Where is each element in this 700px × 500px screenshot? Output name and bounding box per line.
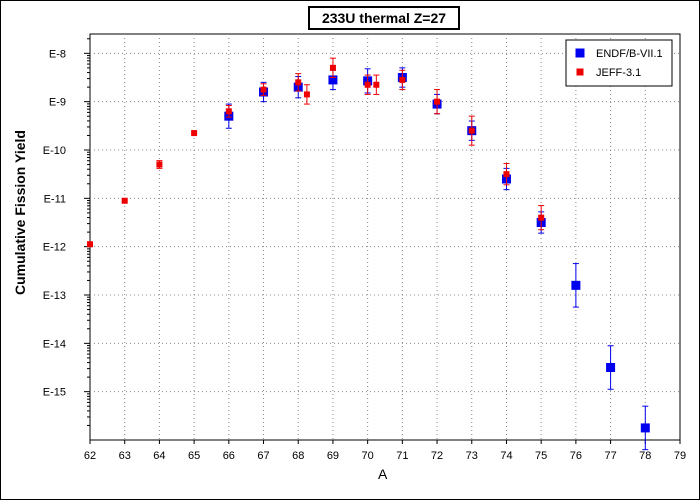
x-tick-label: 75 — [535, 450, 547, 462]
x-tick-label: 66 — [223, 450, 235, 462]
x-tick-label: 63 — [119, 450, 131, 462]
y-tick-label: E-10 — [43, 145, 66, 157]
legend-label: ENDF/B-VII.1 — [596, 48, 663, 60]
data-point — [329, 64, 336, 71]
legend-label: JEFF-3.1 — [596, 67, 641, 79]
plot-border — [89, 33, 681, 441]
y-tick-label: E-14 — [43, 338, 66, 350]
data-point — [225, 108, 232, 115]
chart-title: 233U thermal Z=27 — [308, 6, 460, 30]
data-point — [87, 241, 93, 248]
data-point — [399, 76, 406, 83]
x-tick-label: 76 — [570, 450, 582, 462]
x-tick-label: 64 — [153, 450, 165, 462]
y-tick-label: E-11 — [44, 193, 66, 205]
x-tick-label: 67 — [257, 450, 269, 462]
x-tick-label: 73 — [466, 450, 478, 462]
data-point — [606, 363, 616, 372]
x-tick-label: 79 — [674, 450, 686, 462]
data-point — [303, 91, 310, 98]
data-point — [503, 171, 510, 178]
y-tick-label: E-15 — [43, 387, 66, 399]
data-point — [121, 197, 128, 204]
y-tick-label: E-9 — [49, 97, 66, 109]
legend-marker — [576, 68, 584, 76]
x-tick-label: 62 — [84, 450, 96, 462]
legend-marker — [575, 48, 585, 58]
x-tick-label: 65 — [188, 450, 200, 462]
data-point — [468, 127, 475, 134]
y-tick-label: E-8 — [49, 48, 66, 60]
data-point — [328, 75, 338, 85]
legend-box — [565, 39, 673, 87]
y-tick-label: E-13 — [43, 290, 66, 302]
y-tick-label: E-12 — [43, 242, 66, 254]
data-point — [260, 86, 267, 93]
x-tick-label: 77 — [604, 450, 616, 462]
data-point — [538, 214, 545, 221]
x-tick-label: 74 — [500, 450, 512, 462]
x-axis-label: A — [378, 466, 388, 482]
data-point — [295, 79, 302, 86]
x-tick-label: 71 — [396, 450, 408, 462]
data-point — [191, 130, 198, 137]
x-tick-label: 69 — [327, 450, 339, 462]
data-point — [571, 280, 581, 290]
x-tick-label: 78 — [639, 450, 651, 462]
x-tick-label: 68 — [292, 450, 304, 462]
data-point — [434, 98, 441, 105]
data-point — [156, 161, 163, 168]
x-tick-label: 70 — [362, 450, 374, 462]
data-point — [373, 81, 380, 88]
data-point — [640, 423, 650, 433]
x-tick-label: 72 — [431, 450, 443, 462]
data-point — [364, 81, 371, 88]
